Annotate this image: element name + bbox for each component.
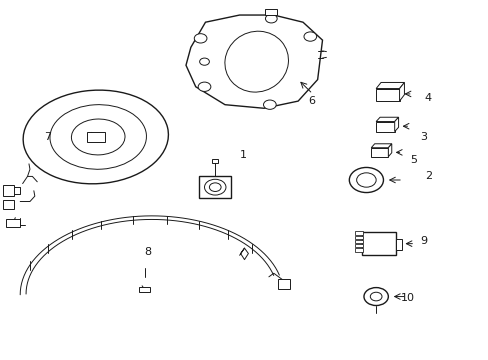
Ellipse shape bbox=[71, 119, 125, 155]
Circle shape bbox=[363, 288, 387, 306]
Ellipse shape bbox=[23, 90, 168, 184]
Bar bbox=[354, 235, 362, 239]
Bar bbox=[199, 176, 231, 198]
Bar bbox=[354, 248, 362, 252]
Polygon shape bbox=[185, 15, 322, 108]
Bar bbox=[354, 231, 362, 234]
Text: 10: 10 bbox=[400, 293, 414, 303]
Bar bbox=[375, 89, 399, 101]
Circle shape bbox=[348, 167, 383, 193]
Circle shape bbox=[199, 58, 209, 65]
Text: 2: 2 bbox=[424, 171, 431, 181]
Circle shape bbox=[209, 183, 221, 192]
Circle shape bbox=[265, 14, 277, 23]
Bar bbox=[354, 240, 362, 243]
Polygon shape bbox=[399, 82, 404, 101]
Bar bbox=[395, 239, 401, 250]
Ellipse shape bbox=[50, 105, 146, 169]
Text: 5: 5 bbox=[409, 155, 416, 165]
Text: 9: 9 bbox=[419, 236, 427, 246]
Circle shape bbox=[356, 173, 375, 187]
Text: 3: 3 bbox=[419, 132, 426, 142]
Text: 7: 7 bbox=[44, 132, 52, 142]
Polygon shape bbox=[394, 117, 398, 132]
Bar bbox=[370, 148, 387, 157]
Text: 8: 8 bbox=[144, 247, 151, 257]
Bar bbox=[265, 9, 277, 15]
Circle shape bbox=[369, 292, 381, 301]
Bar bbox=[277, 279, 289, 289]
Circle shape bbox=[194, 34, 206, 43]
Polygon shape bbox=[387, 144, 391, 157]
Bar bbox=[212, 159, 218, 163]
Bar bbox=[87, 132, 104, 142]
Bar bbox=[361, 232, 395, 255]
Circle shape bbox=[304, 32, 316, 41]
Text: 1: 1 bbox=[239, 150, 246, 160]
Bar bbox=[139, 287, 150, 292]
Circle shape bbox=[198, 82, 210, 91]
Circle shape bbox=[204, 179, 225, 195]
Text: 6: 6 bbox=[307, 96, 314, 106]
Ellipse shape bbox=[224, 31, 288, 92]
Bar bbox=[3, 200, 14, 209]
Bar bbox=[3, 185, 14, 196]
Polygon shape bbox=[375, 117, 398, 122]
Polygon shape bbox=[370, 144, 391, 148]
Text: 4: 4 bbox=[424, 93, 431, 103]
Circle shape bbox=[263, 100, 276, 109]
Polygon shape bbox=[375, 82, 404, 89]
Bar bbox=[5, 220, 20, 226]
Bar bbox=[375, 122, 394, 132]
Bar bbox=[354, 244, 362, 247]
